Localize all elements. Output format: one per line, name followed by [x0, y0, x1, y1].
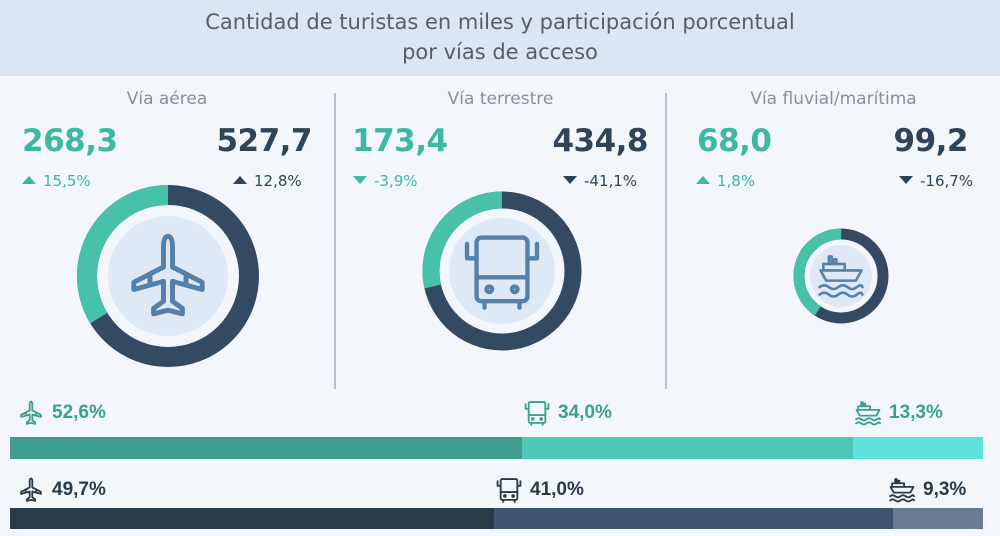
right-change-value: -41,1%: [584, 172, 638, 190]
down-arrow-icon: [563, 176, 577, 184]
panel-divider: [665, 93, 667, 389]
left-value: 268,3: [22, 123, 118, 159]
bar-data-label: 52,6%: [52, 402, 106, 423]
bar-data-label: 49,7%: [52, 479, 106, 500]
donut-center: [810, 245, 872, 307]
down-arrow-icon: [899, 176, 913, 184]
right-change: 12,8%: [233, 172, 302, 190]
panel-title: Vía fluvial/marítima: [750, 89, 917, 109]
panel-via-fluvial: Vía fluvial/marítima 68,0 99,2 1,8% -16,…: [667, 76, 1000, 396]
right-change: -16,7%: [899, 172, 973, 190]
right-change-value: 12,8%: [254, 172, 302, 190]
donut-center: [108, 216, 228, 336]
bottom-share-bar: [10, 508, 983, 529]
bar-segment-2: [853, 437, 983, 459]
left-change-value: 1,8%: [717, 172, 756, 190]
bar-data-label: 9,3%: [923, 479, 967, 500]
left-value: 68,0: [697, 123, 772, 159]
panel-title: Vía aérea: [126, 89, 208, 109]
up-arrow-icon: [22, 176, 36, 184]
right-change: -41,1%: [563, 172, 637, 190]
top-bar-label-terrestre: 34,0%: [524, 400, 612, 426]
left-change-value: -3,9%: [374, 172, 418, 190]
donut-segment-left: [76, 185, 259, 367]
ship-icon: [889, 478, 915, 503]
bar-segment-0: [10, 508, 494, 529]
truck-icon: [464, 235, 540, 310]
bar-data-label: 41,0%: [530, 479, 584, 500]
left-change: 1,8%: [696, 172, 755, 190]
airplane-icon: [20, 400, 42, 425]
down-arrow-icon: [353, 176, 367, 184]
bar-segment-1: [493, 508, 893, 529]
bar-segment-2: [892, 508, 983, 529]
left-change: -3,9%: [353, 172, 418, 190]
right-value: 527,7: [216, 123, 312, 159]
airplane-icon: [131, 233, 205, 317]
chart-title-line1: Cantidad de turistas en miles y particip…: [205, 10, 795, 34]
truck-icon: [524, 401, 550, 426]
ship-icon: [855, 401, 881, 426]
up-arrow-icon: [696, 176, 710, 184]
panel-title: Vía terrestre: [447, 89, 554, 109]
truck-icon: [496, 478, 522, 503]
donut-center: [449, 218, 555, 324]
left-change-value: 15,5%: [43, 172, 91, 190]
bar-segment-1: [522, 437, 854, 459]
bottom-bar-label-aerea: 49,7%: [18, 477, 106, 503]
panel-divider: [334, 93, 336, 389]
bar-segment-0: [10, 437, 523, 459]
left-change: 15,5%: [22, 172, 91, 190]
right-value: 434,8: [552, 123, 648, 159]
donut-via-fluvial: [793, 228, 889, 324]
top-bar-label-aerea: 52,6%: [18, 400, 106, 426]
donut-via-aerea: [76, 185, 259, 367]
ship-icon: [818, 255, 864, 298]
right-value: 99,2: [893, 123, 969, 159]
chart-header: Cantidad de turistas en miles y particip…: [0, 0, 1000, 76]
left-value: 173,4: [352, 123, 448, 159]
panel-via-terrestre: Vía terrestre 173,4 434,8 -3,9% -41,1%: [336, 76, 665, 396]
bar-data-label: 34,0%: [558, 402, 612, 423]
donut-via-terrestre: [422, 191, 582, 351]
bottom-bar-label-fluvial: 9,3%: [889, 477, 966, 503]
up-arrow-icon: [233, 176, 247, 184]
right-change-value: -16,7%: [920, 172, 974, 190]
top-share-bar: [10, 437, 983, 459]
airplane-icon: [20, 477, 42, 502]
bottom-bar-label-terrestre: 41,0%: [496, 477, 584, 503]
bar-data-label: 13,3%: [889, 402, 943, 423]
chart-title-line2: por vías de acceso: [402, 40, 598, 64]
panel-via-aerea: Vía aérea 268,3 527,7 15,5% 12,8%: [0, 76, 334, 396]
top-bar-label-fluvial: 13,3%: [855, 400, 943, 426]
